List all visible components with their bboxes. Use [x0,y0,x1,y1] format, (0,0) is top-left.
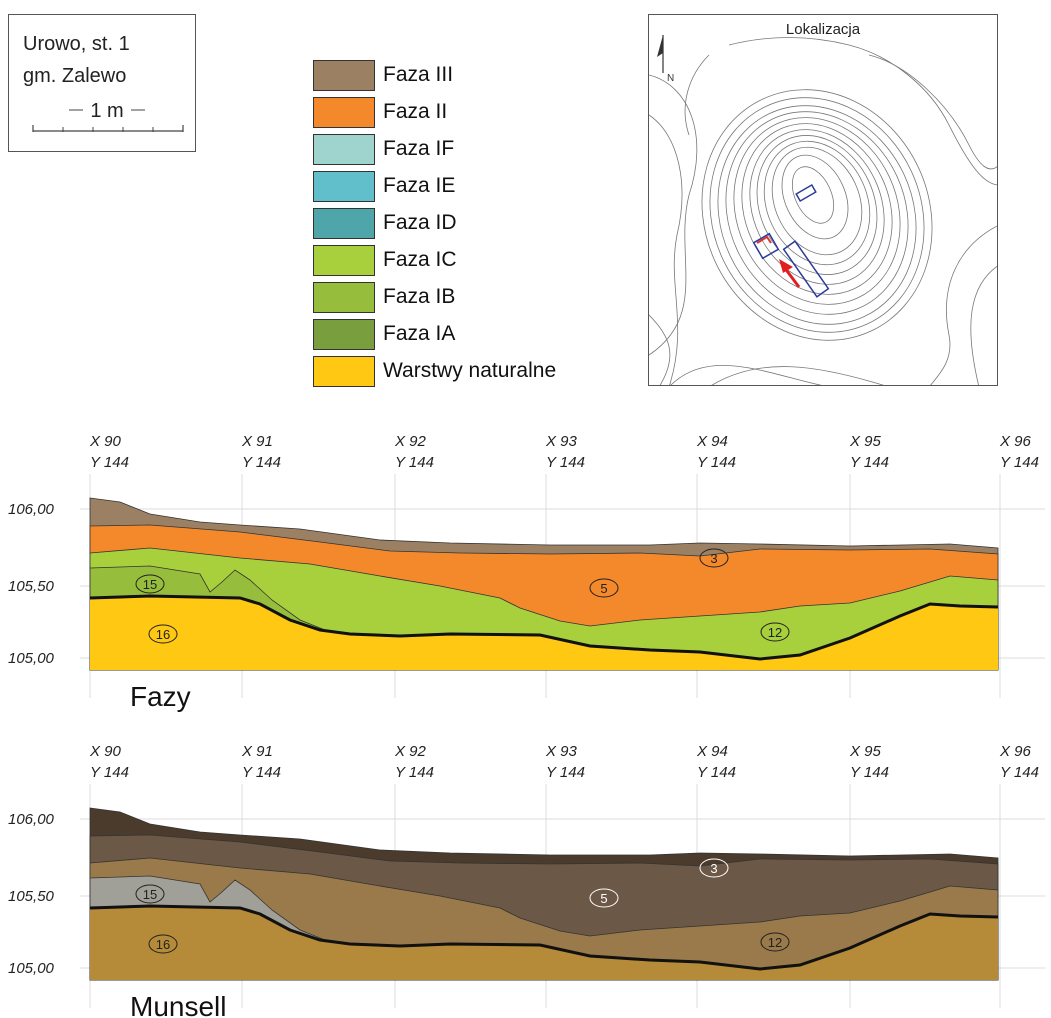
legend-swatch [313,245,375,276]
grid-x-label: X 94 [696,433,728,450]
layer-number-badge [760,622,790,642]
layer-number-label: 16 [156,937,170,952]
grid-x-label: X 90 [89,743,122,760]
profile-location-arrow-icon [779,259,801,288]
legend-swatch [313,60,375,91]
legend-label: Faza IE [383,174,456,197]
layer-number-label: 5 [600,891,607,906]
legend-label: Faza III [383,63,454,86]
legend-swatch [313,282,375,313]
elevation-label: 105,00 [8,960,55,977]
profile-munsell: X 90 Y 144 X 91 Y 144 X 92 Y 144 X 93 Y 144 X 94… [8,743,1045,1018]
grid-y-label: Y 144 [850,764,889,781]
legend-label: Warstwy naturalne [383,359,557,382]
scale-label: 1 m [90,100,123,122]
excavation-trenches [752,184,830,298]
grid-x-label: X 93 [545,433,578,450]
layer-number-label: 15 [143,887,157,902]
svg-text:N: N [667,73,674,84]
grid-y-label: Y 144 [850,454,889,471]
grid-x-label: X 91 [241,433,273,450]
layer-number-badge [589,888,619,908]
layer-number-label: 12 [768,935,782,950]
location-map: Lokalizacja [648,14,998,386]
legend-label: Faza IC [383,248,457,271]
grid-x-label: X 96 [999,433,1032,450]
layer-number-badge [760,932,790,952]
contour-lines [649,37,997,385]
grid-x-label: X 93 [545,743,578,760]
grid-x-label: X 92 [394,433,427,450]
layer-number-badge [699,858,729,878]
layer-16 [90,906,998,980]
layer-number-badge [589,578,619,598]
grid-y-label: Y 144 [546,454,585,471]
grid-y-label: Y 144 [242,764,281,781]
layer-number-label: 15 [143,577,157,592]
grid-y-label: Y 144 [90,764,129,781]
elevation-label: 106,00 [8,501,55,518]
legend-swatch [313,134,375,165]
map-title: Lokalizacja [785,21,861,38]
grid-y-label: Y 144 [1000,764,1039,781]
layer-number-badge [148,624,178,644]
site-name: Urowo, st. 1 [23,33,130,55]
elevation-label: 105,50 [8,578,55,595]
layer-16 [90,596,998,670]
natural-boundary-line [89,904,999,971]
grid-y-label: Y 144 [395,454,434,471]
grid-x-label: X 94 [696,743,728,760]
grid-x-label: X 92 [394,743,427,760]
layer-number-label: 3 [710,551,717,566]
legend-swatch [313,319,375,350]
profile-title: Fazy [130,681,191,712]
legend-label: Faza IF [383,137,455,160]
grid-y-label: Y 144 [1000,454,1039,471]
profile-title: Munsell [130,991,226,1018]
legend-label: Faza II [383,100,448,123]
layer-number-badge [699,548,729,568]
legend-swatch [313,356,375,387]
north-arrow-icon: N [657,35,674,84]
grid-x-label: X 95 [849,433,882,450]
legend-swatch [313,208,375,239]
grid-x-label: X 95 [849,743,882,760]
layer-number-label: 5 [600,581,607,596]
grid-y-label: Y 144 [697,764,736,781]
legend-label: Faza IA [383,322,456,345]
cross-section-profiles: X 90 Y 144 X 91 Y 144 X 92 Y 144 X 93 Y 144 X 94… [8,433,1045,1018]
elevation-label: 105,50 [8,888,55,905]
grid-x-label: X 91 [241,743,273,760]
layer-number-label: 3 [710,861,717,876]
contour-map: N [649,35,997,385]
layer-number-badge [135,884,165,904]
layer-number-badge [135,574,165,594]
natural-boundary-line [89,594,999,661]
grid-y-label: Y 144 [546,764,585,781]
elevation-label: 105,00 [8,650,55,667]
profile-fazy: X 90 Y 144 X 91 Y 144 X 92 Y 144 X 93 Y 144 X 94… [8,433,1045,712]
grid-x-label: X 96 [999,743,1032,760]
grid-x-label: X 90 [89,433,122,450]
site-commune: gm. Zalewo [23,65,127,87]
legend-label: Faza IB [383,285,456,308]
grid-y-label: Y 144 [242,454,281,471]
grid-y-label: Y 144 [90,454,129,471]
elevation-label: 106,00 [8,811,55,828]
legend-swatch [313,171,375,202]
site-info-box: Urowo, st. 1 gm. Zalewo 1 m [8,14,196,152]
legend-swatch [313,97,375,128]
grid-y-label: Y 144 [395,764,434,781]
layer-number-label: 16 [156,627,170,642]
layer-number-badge [148,934,178,954]
layer-number-label: 12 [768,625,782,640]
grid-y-label: Y 144 [697,454,736,471]
legend-label: Faza ID [383,211,457,234]
scale-bar: 1 m [32,100,184,132]
